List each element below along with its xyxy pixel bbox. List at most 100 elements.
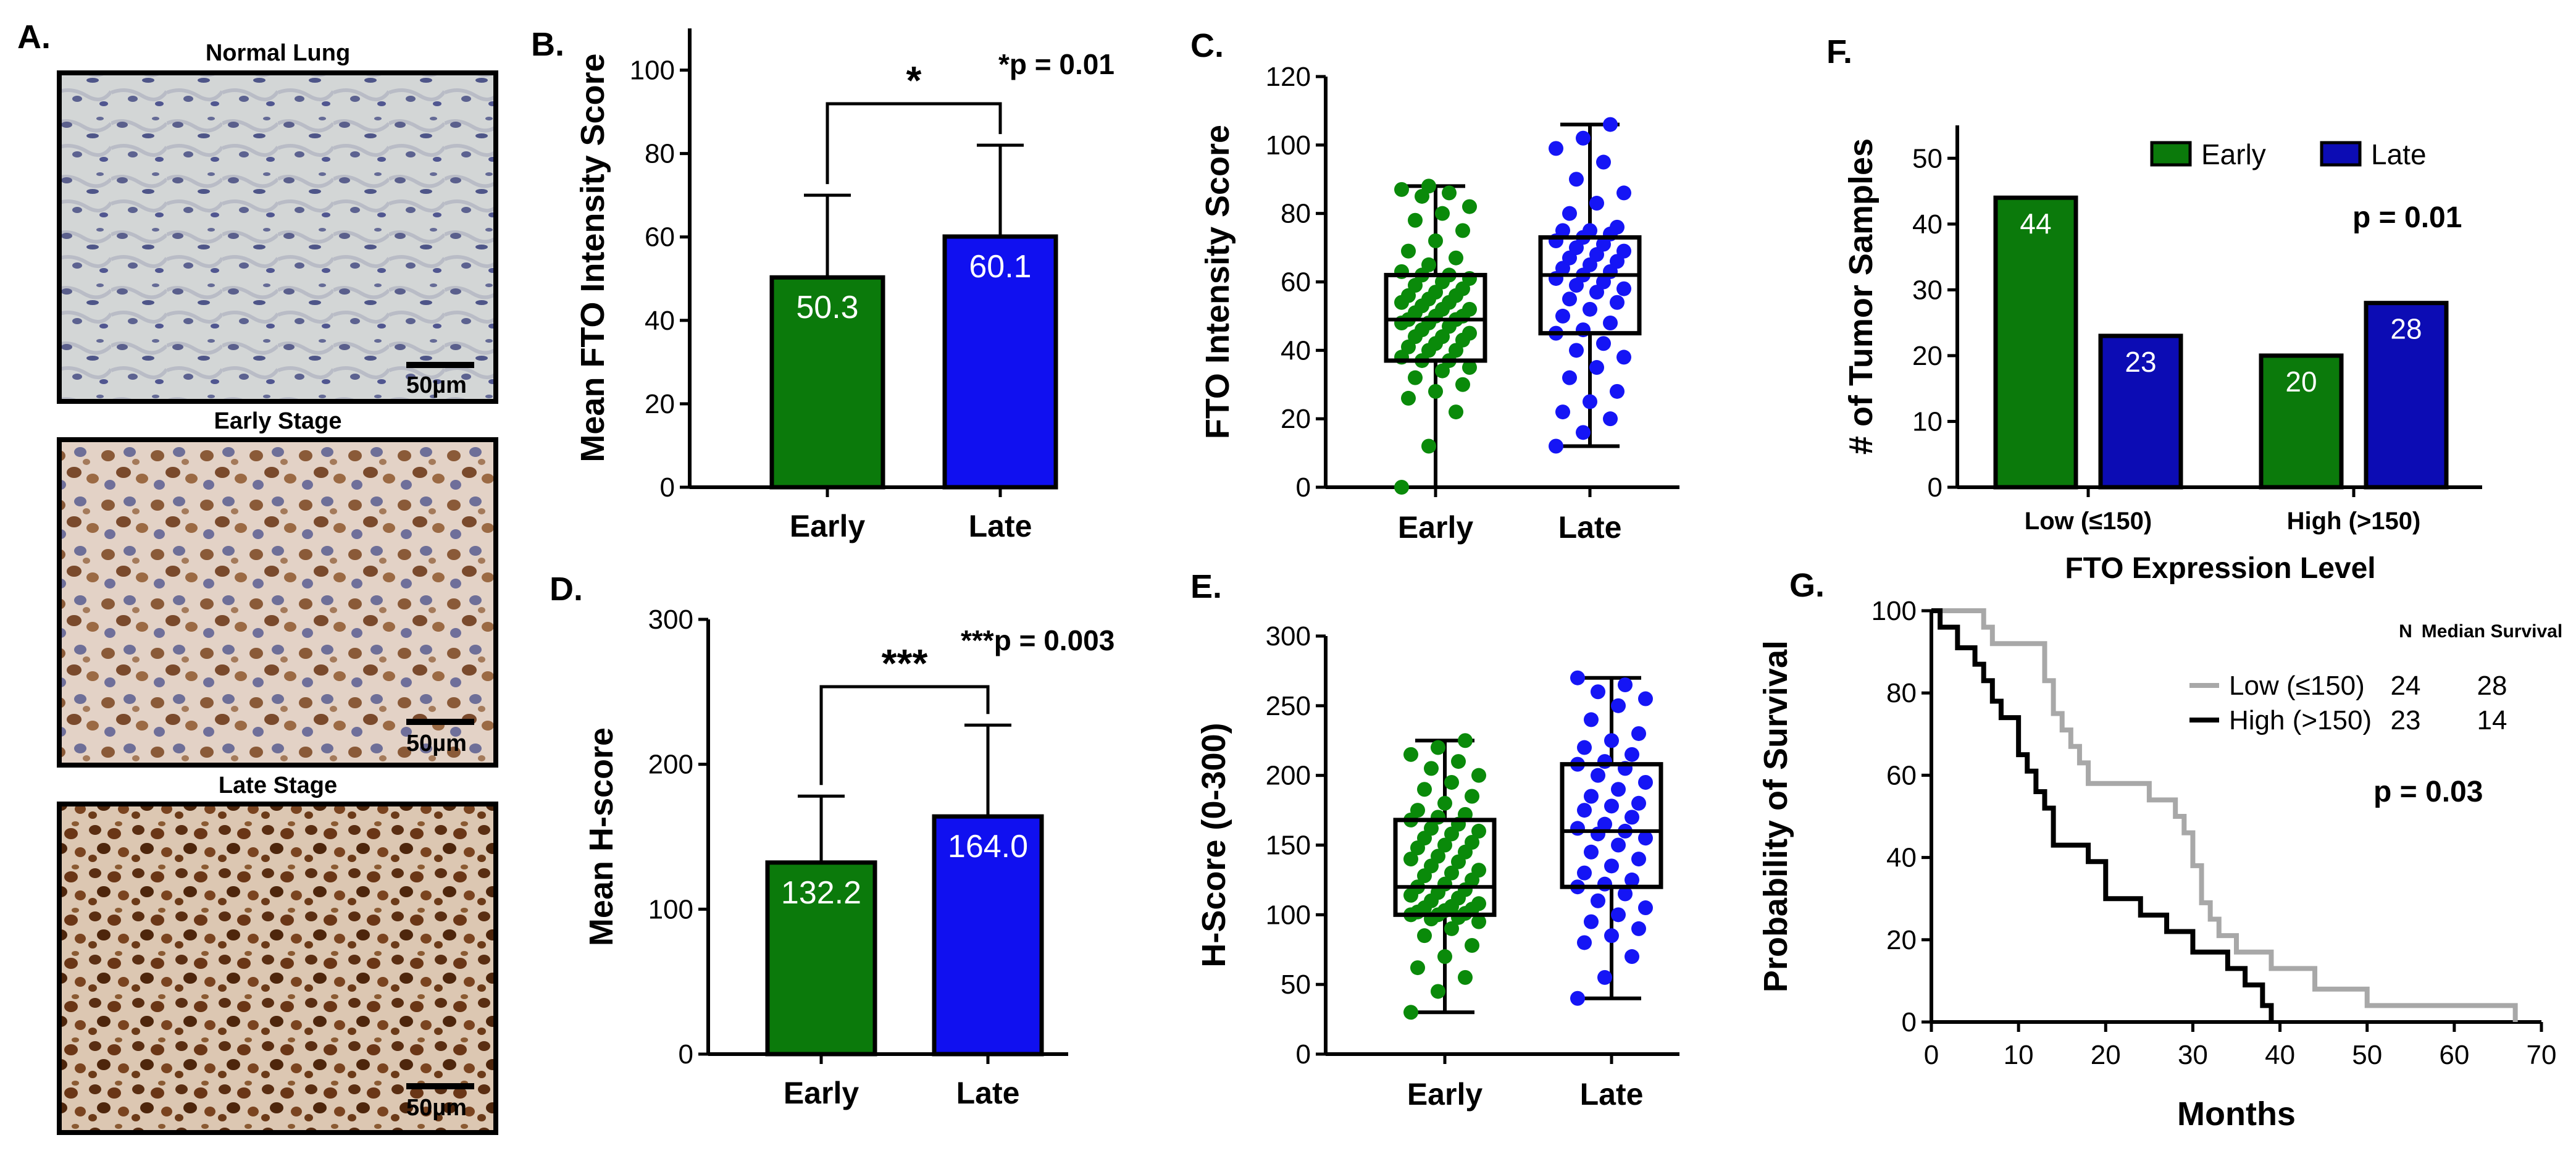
data-point [1437, 795, 1452, 811]
y-tick-label: 20 [645, 389, 675, 419]
chart-e-hscore-scatter: 0 50 100 150 200 250 300 H-Score (0-300) Early La… [1195, 621, 1679, 1112]
x-tick-label: 10 [2004, 1040, 2034, 1070]
y-tick-label: 100 [630, 56, 675, 86]
data-point [1611, 907, 1626, 923]
survival-curve-high [1931, 608, 2274, 1022]
data-point [1394, 480, 1409, 495]
chart-g-survival: 0 20 40 60 80 100 Probability of Survival 0 10 20… [1757, 596, 2562, 1133]
y-axis-title: H-Score (0-300) [1195, 722, 1232, 967]
y-tick-label: 0 [1296, 472, 1311, 503]
y-tick-label: 20 [1912, 341, 1942, 371]
data-point [1616, 350, 1631, 365]
bar-value-label: 44 [2020, 207, 2051, 240]
p-value: ***p = 0.003 [961, 624, 1114, 656]
scale-bar [406, 719, 474, 725]
y-tick-label: 0 [1902, 1007, 1917, 1037]
micrograph-title: Late Stage [219, 773, 337, 798]
significance-bracket [819, 685, 990, 785]
y-tick-label: 80 [1281, 199, 1311, 229]
data-point [1584, 844, 1599, 860]
y-tick-label: 0 [679, 1039, 693, 1070]
significance-stars: *** [882, 641, 928, 685]
y-tick-label: 80 [1886, 678, 1917, 708]
bar-late [2364, 301, 2449, 490]
y-tick-label: 20 [1886, 925, 1917, 955]
y-tick-label: 0 [1296, 1039, 1311, 1070]
p-value: *p = 0.01 [998, 48, 1114, 80]
y-tick-label: 200 [1266, 761, 1311, 791]
data-point [1570, 670, 1585, 685]
bar-early [769, 275, 885, 490]
box [1393, 818, 1497, 917]
data-point [1428, 233, 1443, 248]
data-point [1577, 865, 1592, 881]
y-tick-label: 100 [648, 894, 693, 924]
data-point [1584, 712, 1599, 727]
data-point [1442, 185, 1457, 201]
scale-bar [406, 362, 474, 368]
micrograph-early-stage: Early Stage 50µm [57, 408, 498, 768]
data-point [1471, 823, 1486, 839]
chart-c-intensity-scatter: 0 20 40 60 80 100 120 FTO Intensity Score Early L… [1199, 62, 1679, 545]
data-point [1576, 130, 1591, 146]
y-tick-label: 100 [1266, 130, 1311, 161]
data-point [1638, 900, 1653, 916]
micrograph-late-stage: Late Stage 50µm [57, 773, 498, 1135]
data-point [1610, 295, 1625, 310]
data-point [1555, 223, 1570, 238]
data-point [1583, 223, 1597, 238]
data-point [1591, 893, 1605, 908]
scale-bar-label: 50µm [406, 1095, 467, 1121]
x-tick-label: 70 [2527, 1040, 2557, 1070]
scale-bar-label: 50µm [406, 731, 467, 756]
data-point [1471, 768, 1486, 783]
data-point [1638, 831, 1653, 846]
y-tick-label: 0 [1928, 472, 1942, 503]
y-tick-label: 60 [1886, 760, 1917, 790]
legend-label: High (>150) [2229, 705, 2372, 735]
data-point [1408, 370, 1423, 385]
y-tick-label: 200 [648, 750, 693, 780]
x-tick-label: 60 [2439, 1040, 2469, 1070]
data-point [1625, 949, 1639, 965]
data-point [1597, 754, 1612, 769]
y-axis-title: FTO Intensity Score [1199, 125, 1236, 439]
y-tick-label: 40 [1886, 843, 1917, 873]
data-point [1596, 154, 1611, 170]
legend-header-n: N [2399, 621, 2412, 642]
data-point [1562, 370, 1577, 385]
data-point [1618, 886, 1633, 902]
data-point [1577, 935, 1592, 950]
chart-d-mean-hscore: 0 100 200 300 Mean H-score 132.2 Early 164.0 Lat… [583, 605, 1114, 1110]
data-point [1631, 852, 1646, 867]
data-point [1638, 774, 1653, 790]
data-point [1577, 740, 1592, 755]
x-tick-label: 0 [1924, 1040, 1939, 1070]
data-point [1569, 343, 1584, 358]
y-tick-label: 250 [1266, 691, 1311, 721]
micrograph-title: Early Stage [214, 408, 342, 434]
legend-label: Late [2371, 138, 2427, 170]
data-point [1455, 377, 1470, 392]
data-point [1604, 928, 1619, 944]
y-axis-title: Probability of Survival [1757, 640, 1794, 992]
data-point [1549, 438, 1563, 454]
data-point [1410, 803, 1425, 818]
data-point [1465, 789, 1479, 804]
data-point [1589, 360, 1604, 375]
y-tick-label: 120 [1266, 62, 1311, 92]
data-point [1403, 1005, 1418, 1020]
late-stage-tissue [57, 802, 498, 1135]
significance-bracket [826, 102, 1002, 185]
chart-b-mean-intensity: 0 20 40 60 80 100 Mean FTO Intensity Score 50.3… [574, 28, 1114, 543]
data-point [1591, 768, 1605, 783]
data-point [1458, 970, 1473, 985]
y-tick-label: 60 [1281, 267, 1311, 298]
data-point [1562, 206, 1577, 221]
data-point [1431, 810, 1445, 825]
bar-late [2098, 333, 2183, 490]
data-point [1437, 837, 1452, 853]
y-tick-label: 40 [1281, 335, 1311, 366]
data-point [1570, 991, 1585, 1006]
